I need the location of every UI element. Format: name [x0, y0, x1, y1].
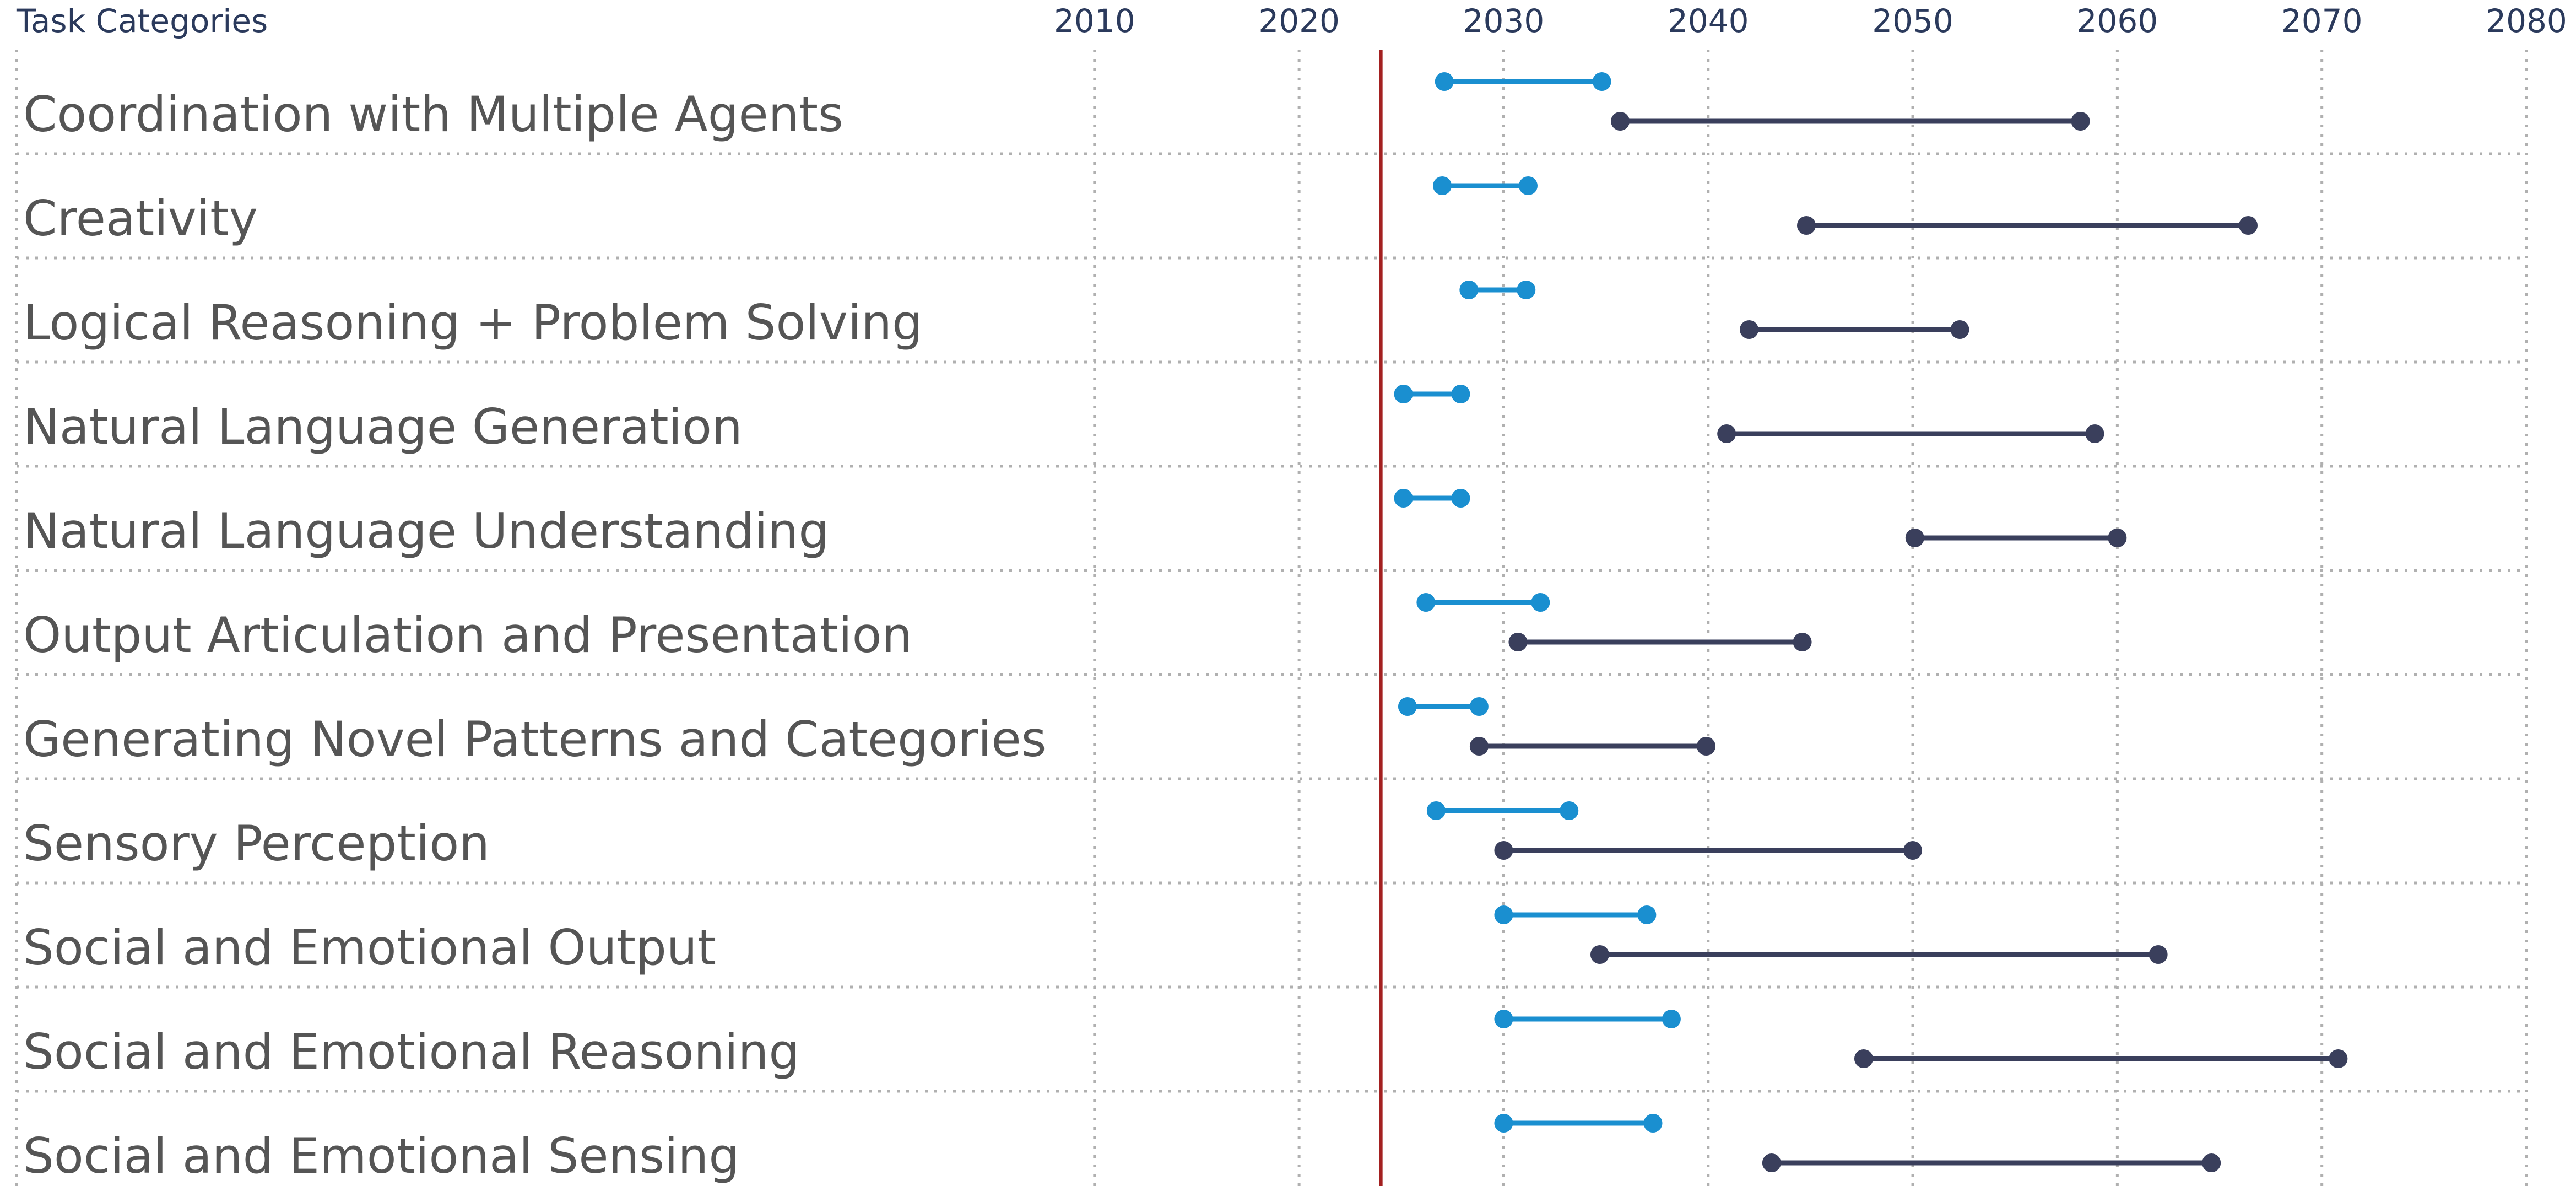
range-start — [1494, 1114, 1513, 1133]
range-end — [1950, 320, 1969, 339]
range-start — [1435, 72, 1454, 91]
range-end — [1697, 737, 1716, 756]
chart-title: Task Categories — [16, 2, 268, 40]
range-end — [2085, 424, 2104, 443]
x-tick-label: 2010 — [1054, 2, 1135, 40]
range-start — [1398, 697, 1417, 716]
range-end — [2071, 112, 2090, 131]
range-end — [1592, 72, 1611, 91]
range-start — [1494, 905, 1513, 924]
range-start — [1590, 945, 1609, 964]
category-label: Social and Emotional Sensing — [23, 1128, 739, 1184]
range-start — [1426, 801, 1446, 820]
range-end — [1662, 1010, 1681, 1028]
category-label: Output Articulation and Presentation — [23, 607, 912, 664]
range-end — [1469, 697, 1489, 716]
range-start — [1494, 841, 1513, 860]
x-tick-label: 2020 — [1258, 2, 1340, 40]
range-end — [2202, 1153, 2221, 1172]
range-start — [1433, 176, 1452, 195]
category-label: Natural Language Generation — [23, 398, 743, 455]
range-start — [1394, 489, 1413, 508]
range-end — [1517, 281, 1536, 299]
x-tick-label: 2070 — [2281, 2, 2363, 40]
range-end — [1903, 841, 1923, 860]
range-start — [1459, 281, 1479, 299]
range-start — [1508, 633, 1528, 651]
range-start — [1717, 424, 1736, 443]
range-start — [1740, 320, 1759, 339]
range-end — [2149, 945, 2168, 964]
category-label: Sensory Perception — [23, 815, 490, 872]
category-label: Social and Emotional Reasoning — [23, 1023, 799, 1080]
range-end — [1531, 593, 1550, 612]
range-start — [1469, 737, 1489, 756]
range-start — [1416, 593, 1436, 612]
x-tick-label: 2040 — [1668, 2, 1749, 40]
range-end — [1793, 633, 1812, 651]
category-label: Social and Emotional Output — [23, 919, 716, 976]
range-end — [1637, 905, 1657, 924]
range-end — [1643, 1114, 1663, 1133]
range-start — [1796, 216, 1816, 235]
range-end — [1560, 801, 1579, 820]
range-end — [1451, 489, 1470, 508]
category-label: Creativity — [23, 190, 258, 247]
category-label: Natural Language Understanding — [23, 503, 829, 559]
range-end — [2239, 216, 2258, 235]
category-label: Generating Novel Patterns and Categories — [23, 711, 1047, 768]
category-label: Coordination with Multiple Agents — [23, 86, 843, 143]
range-end — [2329, 1049, 2348, 1068]
range-start — [1394, 385, 1413, 403]
range-start — [1762, 1153, 1781, 1172]
x-tick-label: 2050 — [1872, 2, 1953, 40]
category-label: Logical Reasoning + Problem Solving — [23, 294, 923, 351]
range-start — [1611, 112, 1630, 131]
range-end — [1451, 385, 1470, 403]
range-start — [1905, 529, 1924, 547]
range-start — [1854, 1049, 1873, 1068]
range-end — [2108, 529, 2127, 547]
range-end — [1518, 176, 1538, 195]
x-tick-label: 2080 — [2486, 2, 2567, 40]
x-tick-label: 2030 — [1463, 2, 1545, 40]
x-tick-label: 2060 — [2077, 2, 2158, 40]
range-start — [1494, 1010, 1513, 1028]
